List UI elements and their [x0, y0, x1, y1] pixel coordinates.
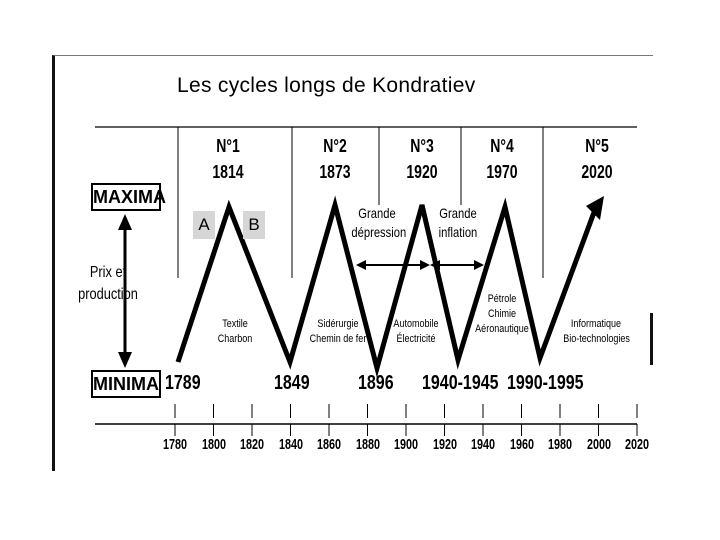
- sector-line: Automobile: [393, 318, 439, 330]
- cycle-header-2: N°2 1873: [312, 133, 359, 185]
- cycle-number: N°2: [323, 136, 347, 156]
- timeline-year-label: 1900: [393, 436, 419, 453]
- maxima-box: MAXIMA: [91, 183, 166, 211]
- annotation-line: inflation: [438, 224, 478, 240]
- minimum-year-1: 1789: [165, 372, 201, 394]
- sector-line: Aéronautique: [475, 323, 529, 335]
- cycle-header-3: N°3 1920: [399, 133, 446, 185]
- sector-line: Chimie: [487, 308, 517, 320]
- inflation-annotation: Grande inflation: [432, 204, 483, 242]
- cycle-header-4: N°4 1970: [479, 133, 526, 185]
- sector-line: Sidérurgie: [317, 318, 359, 330]
- diagram-title: Les cycles longs de Kondratiev: [177, 74, 476, 97]
- arrow-left-icon: [356, 260, 366, 270]
- scan-frame: [52, 55, 653, 471]
- kondratiev-wave-line: [175, 195, 599, 378]
- sector-line: Textile: [222, 318, 248, 330]
- axis-label-line1: Prix et: [89, 264, 127, 281]
- phase-b-label: B: [243, 211, 265, 239]
- sector-label-1: Textile Charbon: [210, 317, 259, 347]
- minimum-year-2: 1849: [274, 372, 310, 394]
- timeline-year-label: 1800: [201, 436, 226, 453]
- cycle-number: N°3: [410, 136, 434, 156]
- cycle-number: N°5: [585, 136, 609, 156]
- maxima-label: MAXIMA: [93, 187, 166, 207]
- timeline-ticks: [174, 404, 638, 436]
- minima-box: MINIMA: [91, 370, 161, 398]
- sector-label-4: Pétrole Chimie Aéronautique: [473, 292, 530, 337]
- timeline-year-label: 1940: [470, 436, 496, 453]
- annotation-line: dépression: [351, 224, 407, 240]
- phase-a-label: A: [193, 211, 215, 239]
- axis-label: Prix et production: [68, 262, 148, 306]
- cycle-peak-year: 1970: [486, 162, 518, 182]
- timeline-year-label: 1820: [239, 436, 265, 453]
- axis-label-line2: production: [78, 286, 138, 303]
- timeline-year-label: 2020: [624, 436, 650, 453]
- cycle-number: N°1: [216, 136, 240, 156]
- cycle-header-1: N°1 1814: [205, 133, 252, 185]
- arrow-up-icon: [118, 214, 132, 230]
- arrow-down-icon: [118, 352, 132, 368]
- arrow-right-icon: [420, 260, 430, 270]
- timeline-year-label: 1860: [316, 436, 342, 453]
- timeline-year-label: 1880: [355, 436, 380, 453]
- cycle-header-5: N°5 2020: [574, 133, 621, 185]
- timeline-year-label: 2000: [586, 436, 611, 453]
- timeline-year-label: 1840: [278, 436, 303, 453]
- sector-line: Charbon: [217, 333, 253, 345]
- minima-label: MINIMA: [93, 374, 159, 394]
- minimum-year-5: 1990-1995: [507, 372, 584, 394]
- cycle-peak-year: 1873: [319, 162, 351, 182]
- depression-annotation: Grande dépression: [351, 204, 407, 242]
- annotation-line: Grande: [358, 205, 396, 221]
- sector-line: Chemin de fer: [309, 333, 367, 345]
- cycle-peak-year: 1920: [406, 162, 438, 182]
- sector-label-3: Automobile Électricité: [391, 317, 442, 347]
- arrow-right-icon: [474, 260, 484, 270]
- timeline-year-label: 1780: [162, 436, 188, 453]
- timeline-year-label: 1980: [547, 436, 573, 453]
- right-edge-mark: [650, 313, 653, 365]
- arrow-left-icon: [430, 260, 440, 270]
- minimum-year-3: 1896: [358, 372, 394, 394]
- sector-label-5: Informatique Bio-technologies: [563, 317, 630, 347]
- timeline-year-label: 1960: [509, 436, 534, 453]
- timeline-year-label: 1920: [432, 436, 457, 453]
- cycle-peak-year: 2020: [581, 162, 613, 182]
- sector-label-2: Sidérurgie Chemin de fer: [307, 317, 369, 347]
- sector-line: Informatique: [570, 318, 622, 330]
- cycle-peak-year: 1814: [212, 162, 244, 182]
- sector-line: Pétrole: [487, 293, 517, 305]
- cycle-number: N°4: [490, 136, 514, 156]
- annotation-line: Grande: [439, 205, 477, 221]
- minimum-year-4: 1940-1945: [422, 372, 499, 394]
- sector-line: Bio-technologies: [563, 333, 630, 345]
- sector-line: Électricité: [396, 333, 436, 345]
- arrow-head-icon: [586, 196, 604, 220]
